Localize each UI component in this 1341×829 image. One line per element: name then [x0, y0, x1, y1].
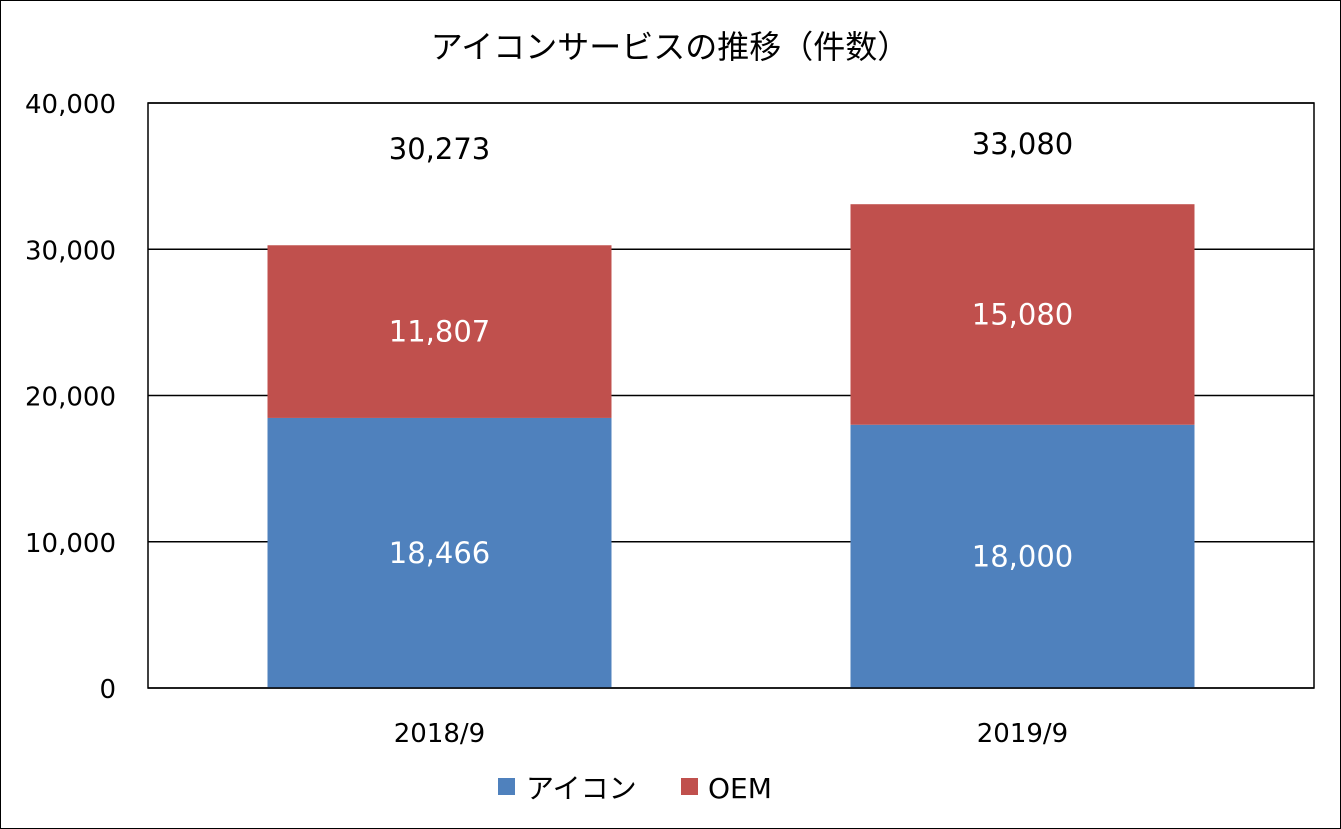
legend-swatch-oem: [681, 778, 698, 795]
bar-segment-oem: [267, 245, 612, 418]
legend-label-oem: OEM: [708, 772, 772, 805]
bar-segment-icon: [850, 424, 1195, 688]
total-data-label: 33,080: [972, 127, 1073, 161]
bars: 18,466 11,807 30,273 18,000 15,080 33,080: [267, 127, 1195, 688]
legend-swatch-icon: [498, 778, 515, 795]
segment-data-label: 18,000: [972, 539, 1073, 573]
y-tick-label: 20,000: [25, 383, 116, 413]
y-tick-label: 10,000: [25, 529, 116, 559]
x-category-label: 2019/9: [977, 719, 1068, 749]
legend: アイコン OEM: [498, 772, 772, 805]
x-category-label: 2018/9: [394, 719, 485, 749]
y-tick-label: 0: [99, 675, 116, 705]
legend-label-icon: アイコン: [526, 772, 637, 805]
segment-data-label: 15,080: [972, 297, 1073, 331]
y-tick-label: 40,000: [25, 90, 116, 120]
x-axis-category-labels: 2018/9 2019/9: [394, 719, 1068, 749]
plot-area-border: [147, 102, 1315, 689]
bar-segment-oem: [850, 204, 1195, 425]
chart-title: アイコンサービスの推移（件数）: [431, 28, 909, 66]
segment-data-label: 11,807: [389, 315, 490, 349]
y-axis-tick-labels: 0 10,000 20,000 30,000 40,000: [25, 90, 116, 705]
y-tick-label: 30,000: [25, 236, 116, 266]
total-data-label: 30,273: [389, 132, 490, 166]
bar-segment-icon: [267, 417, 612, 688]
segment-data-label: 18,466: [389, 536, 490, 570]
